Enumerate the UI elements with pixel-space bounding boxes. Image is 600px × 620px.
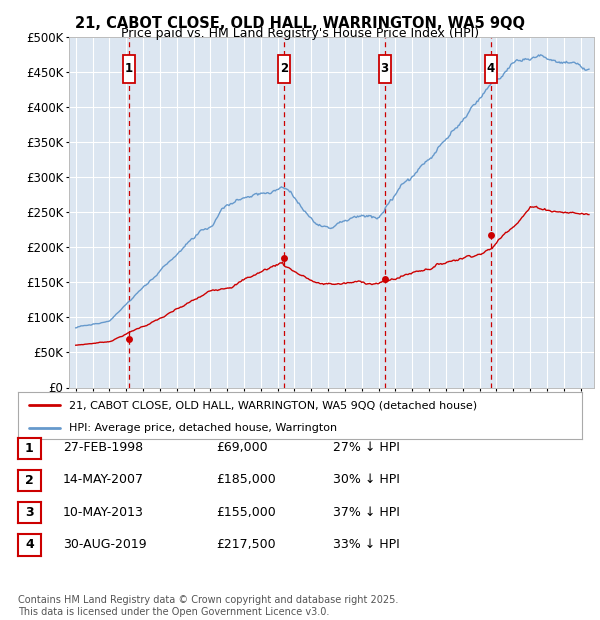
Text: 30% ↓ HPI: 30% ↓ HPI xyxy=(333,474,400,486)
Text: 33% ↓ HPI: 33% ↓ HPI xyxy=(333,538,400,551)
FancyBboxPatch shape xyxy=(278,55,290,82)
Text: £185,000: £185,000 xyxy=(216,474,276,486)
Text: Price paid vs. HM Land Registry's House Price Index (HPI): Price paid vs. HM Land Registry's House … xyxy=(121,27,479,40)
Text: 2: 2 xyxy=(25,474,34,487)
Text: 30-AUG-2019: 30-AUG-2019 xyxy=(63,538,146,551)
Text: 4: 4 xyxy=(487,62,495,75)
Text: 1: 1 xyxy=(25,442,34,454)
Text: £155,000: £155,000 xyxy=(216,506,276,518)
Text: 21, CABOT CLOSE, OLD HALL, WARRINGTON, WA5 9QQ: 21, CABOT CLOSE, OLD HALL, WARRINGTON, W… xyxy=(75,16,525,31)
Text: 27% ↓ HPI: 27% ↓ HPI xyxy=(333,441,400,454)
FancyBboxPatch shape xyxy=(123,55,134,82)
FancyBboxPatch shape xyxy=(379,55,391,82)
FancyBboxPatch shape xyxy=(485,55,497,82)
Text: 37% ↓ HPI: 37% ↓ HPI xyxy=(333,506,400,518)
Text: 1: 1 xyxy=(125,62,133,75)
Text: HPI: Average price, detached house, Warrington: HPI: Average price, detached house, Warr… xyxy=(69,423,337,433)
Text: £69,000: £69,000 xyxy=(216,441,268,454)
Text: 2: 2 xyxy=(280,62,288,75)
Text: 4: 4 xyxy=(25,539,34,551)
Text: 10-MAY-2013: 10-MAY-2013 xyxy=(63,506,144,518)
Text: 3: 3 xyxy=(25,507,34,519)
Text: 3: 3 xyxy=(380,62,389,75)
Text: 21, CABOT CLOSE, OLD HALL, WARRINGTON, WA5 9QQ (detached house): 21, CABOT CLOSE, OLD HALL, WARRINGTON, W… xyxy=(69,401,477,410)
Text: £217,500: £217,500 xyxy=(216,538,275,551)
Text: 27-FEB-1998: 27-FEB-1998 xyxy=(63,441,143,454)
Text: 14-MAY-2007: 14-MAY-2007 xyxy=(63,474,144,486)
Text: Contains HM Land Registry data © Crown copyright and database right 2025.
This d: Contains HM Land Registry data © Crown c… xyxy=(18,595,398,617)
